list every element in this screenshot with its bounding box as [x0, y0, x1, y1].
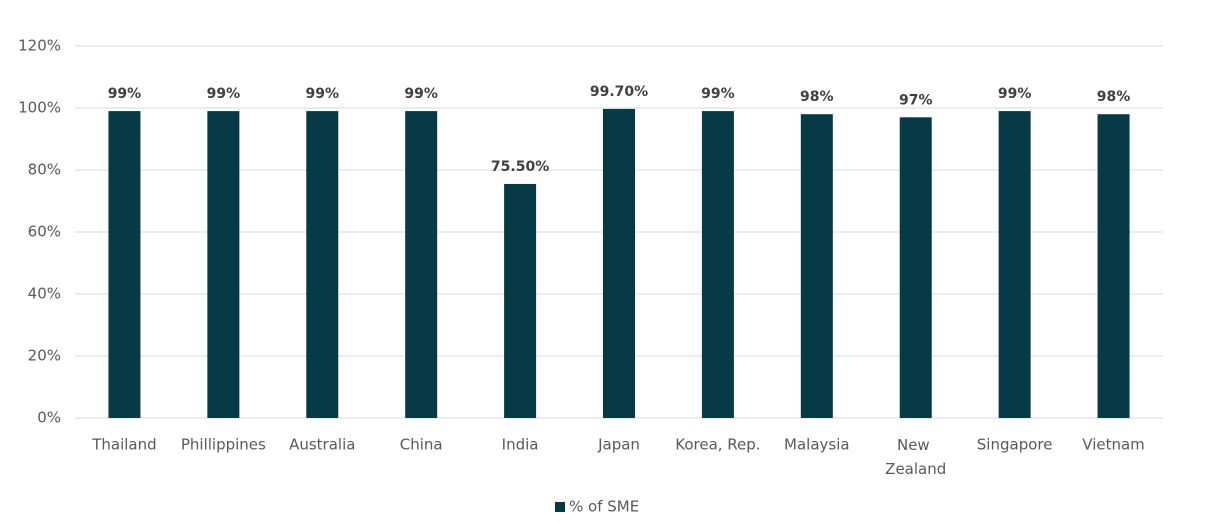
x-tick-label: Phillippines: [181, 436, 266, 454]
y-tick-label: 0%: [37, 409, 61, 427]
value-label: 99%: [306, 86, 340, 102]
bar: [800, 114, 833, 418]
y-tick-label: 60%: [28, 223, 61, 241]
value-label: 98%: [1097, 89, 1131, 105]
x-tick-label: Korea, Rep.: [675, 436, 760, 454]
value-label: 98%: [800, 89, 834, 105]
x-tick-label: Japan: [597, 436, 640, 454]
bar: [108, 111, 141, 418]
value-label: 99%: [207, 86, 241, 102]
x-tick-label: Malaysia: [784, 436, 850, 454]
value-label: 99%: [404, 86, 438, 102]
bar: [504, 183, 537, 418]
x-tick-label: China: [400, 436, 443, 454]
value-label: 99.70%: [590, 84, 648, 100]
x-tick-label: New Zealand: [885, 436, 946, 478]
legend-swatch: [555, 502, 565, 512]
bar: [405, 111, 438, 418]
x-tick-label: Australia: [289, 436, 355, 454]
bar: [306, 111, 339, 418]
y-tick-label: 100%: [18, 99, 61, 117]
bar: [998, 111, 1031, 418]
bar: [899, 117, 932, 419]
x-tick-label: Vietnam: [1082, 436, 1145, 454]
value-label: 99%: [998, 86, 1032, 102]
value-label: 99%: [701, 86, 735, 102]
bar: [701, 111, 734, 418]
x-tick-label: Thailand: [91, 436, 156, 454]
legend-label: % of SME: [569, 498, 639, 516]
value-label: 99%: [108, 86, 142, 102]
bar: [1097, 114, 1130, 418]
bar: [603, 108, 635, 419]
bar: [207, 111, 240, 418]
x-tick-label: Singapore: [977, 436, 1053, 454]
x-tick-label: India: [502, 436, 539, 454]
y-tick-label: 20%: [28, 347, 61, 365]
y-tick-label: 120%: [18, 37, 61, 55]
y-tick-label: 40%: [28, 285, 61, 303]
y-tick-label: 80%: [28, 161, 61, 179]
value-label: 75.50%: [491, 159, 549, 175]
value-label: 97%: [899, 92, 933, 108]
